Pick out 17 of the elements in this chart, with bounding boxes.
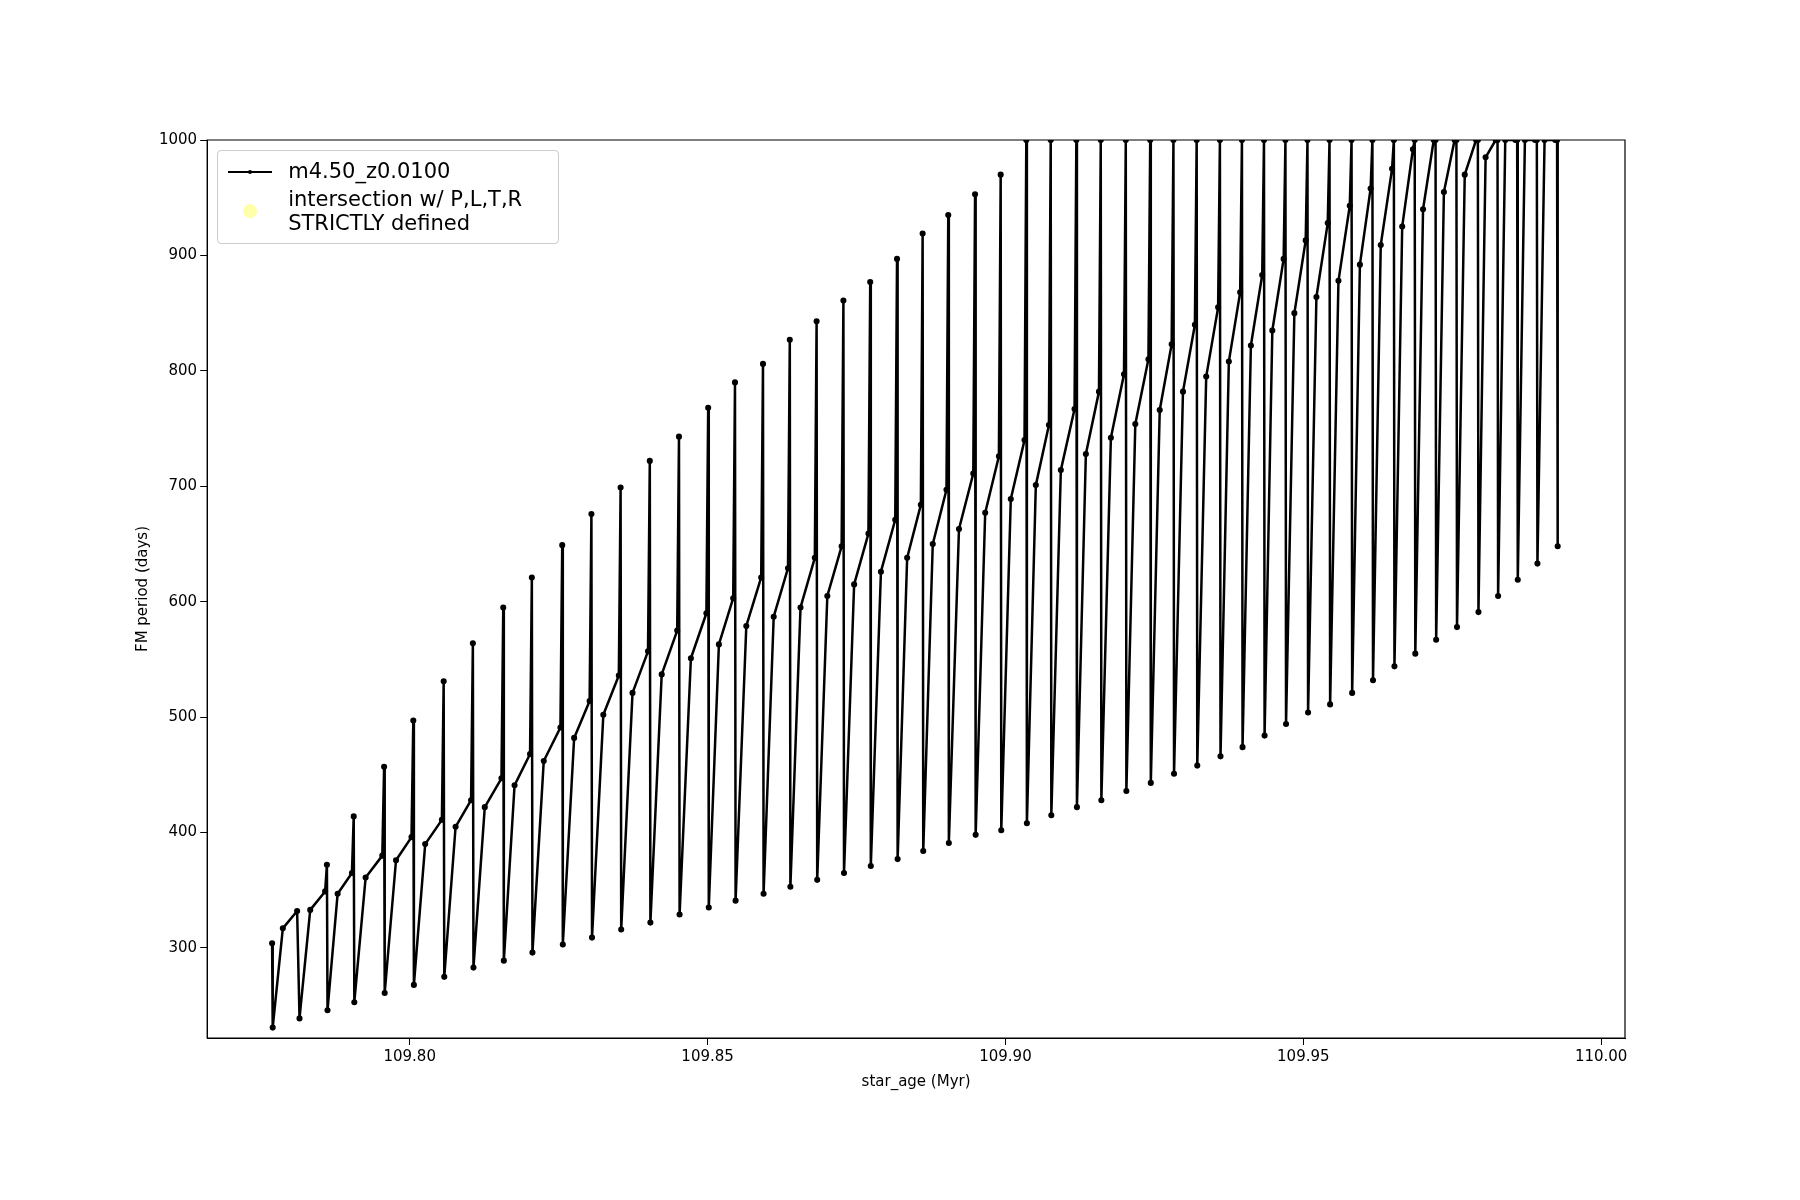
x-axis-title: star_age (Myr): [861, 1071, 971, 1091]
legend-label: m4.50_z0.0100: [288, 159, 451, 183]
y-tick-label: 800: [168, 360, 198, 379]
y-tick-label: 500: [168, 707, 198, 726]
y-tick-label: 900: [168, 245, 198, 264]
y-axis-title: FM period (days): [132, 526, 151, 652]
x-tick-label: 109.80: [383, 1046, 436, 1065]
y-tick-label: 600: [168, 591, 198, 610]
y-tick-label: 400: [168, 822, 198, 841]
y-tick-label: 300: [168, 937, 198, 956]
x-tick-label: 109.85: [681, 1046, 734, 1065]
y-tick-label: 700: [168, 476, 198, 495]
x-tick-label: 109.95: [1277, 1046, 1330, 1065]
y-tick-label: 1000: [158, 129, 198, 148]
x-tick-label: 110.00: [1574, 1046, 1628, 1065]
legend-label: intersection w/ P,L,T,R STRICTLY defined: [288, 187, 524, 235]
x-tick-label: 109.90: [979, 1046, 1032, 1065]
